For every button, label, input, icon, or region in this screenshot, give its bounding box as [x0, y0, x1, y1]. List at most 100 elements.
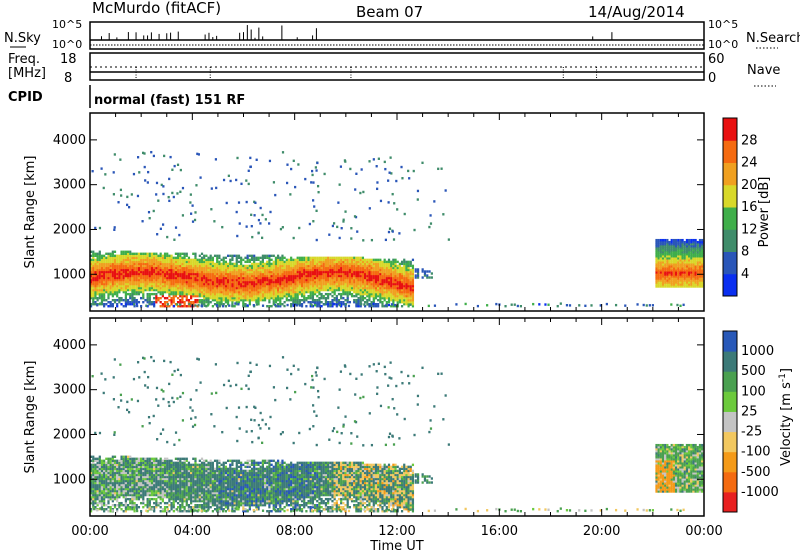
power-cell [226, 294, 230, 298]
power-cell [174, 258, 178, 262]
velocity-cell [92, 465, 95, 469]
power-cell [311, 173, 314, 177]
velocity-cell [133, 457, 136, 461]
power-cell [122, 262, 125, 266]
power-cell [96, 266, 99, 270]
power-cell [194, 258, 197, 262]
power-cell [337, 260, 341, 264]
power-cell [211, 268, 214, 272]
power-cell [672, 259, 675, 262]
velocity-cell [103, 483, 106, 487]
power-cell [218, 290, 221, 294]
power-cell [130, 193, 133, 196]
power-cell [379, 300, 382, 304]
power-cell [346, 266, 349, 270]
power-cell [268, 258, 271, 262]
power-cell [166, 264, 169, 268]
power-cell [405, 282, 408, 286]
power-cell [400, 286, 404, 290]
power-cell [198, 286, 201, 290]
power-cell [146, 298, 149, 302]
velocity-cell [94, 471, 97, 475]
power-cell [285, 292, 288, 296]
velocity-cell [137, 485, 141, 489]
power-colorbar-frame [722, 117, 738, 297]
power-cell [133, 262, 136, 266]
power-cell [692, 249, 695, 252]
power-cell [176, 300, 180, 304]
nave-label: Nave [747, 63, 780, 78]
power-cell [379, 199, 383, 203]
power-cell [379, 274, 382, 278]
power-cell [298, 278, 301, 282]
power-cell [133, 305, 136, 308]
power-cell [387, 303, 390, 307]
power-cell [216, 254, 219, 258]
power-cell [216, 294, 219, 298]
power-cell [161, 223, 165, 226]
power-cell [205, 266, 208, 270]
power-cell [220, 294, 223, 298]
power-cell [144, 280, 147, 284]
power-cell [314, 304, 317, 307]
power-cell [126, 262, 130, 266]
power-cell [370, 294, 373, 298]
power-cell [199, 176, 202, 179]
power-cell [329, 282, 332, 286]
power-cell [237, 298, 241, 302]
power-cell [396, 290, 399, 294]
power-cell [183, 288, 186, 292]
power-cell [111, 294, 114, 298]
power-colorbar-tick: 4 [741, 267, 749, 282]
power-cell [131, 252, 134, 256]
power-cell [216, 260, 219, 264]
velocity-cell [96, 493, 99, 497]
power-cell [143, 152, 146, 155]
power-cell [124, 288, 127, 292]
power-cell [659, 251, 662, 254]
power-cell [426, 274, 429, 277]
power-cell [163, 272, 167, 276]
power-cell [268, 288, 271, 292]
power-cell [679, 271, 682, 274]
power-cell [359, 278, 362, 282]
power-cell [668, 247, 671, 250]
power-cell [289, 193, 292, 196]
power-cell [281, 256, 284, 260]
power-cell [92, 286, 95, 290]
power-cell [218, 282, 221, 286]
power-cell [672, 238, 675, 242]
power-cell [211, 305, 214, 308]
velocity-cell [109, 461, 112, 465]
power-cell [107, 266, 110, 270]
power-cell [198, 290, 201, 294]
power-cell [300, 280, 304, 284]
power-cell [340, 288, 343, 292]
velocity-cell [120, 461, 123, 465]
velocity-cell [107, 487, 110, 491]
velocity-cell [94, 469, 97, 473]
power-cell [259, 270, 262, 274]
power-cell [107, 286, 110, 290]
power-cell [387, 272, 391, 276]
power-cell [313, 290, 317, 294]
power-cell [168, 258, 171, 262]
velocity-cell [100, 497, 104, 501]
power-cell [661, 261, 665, 264]
power-cell [685, 244, 689, 248]
power-cell [167, 195, 170, 199]
power-cell [118, 298, 121, 302]
power-cell [90, 250, 93, 253]
velocity-cell [103, 495, 106, 499]
velocity-cell [135, 491, 138, 495]
power-cell [185, 266, 188, 270]
power-cell [187, 266, 191, 270]
power-cell [690, 255, 693, 258]
power-cell [144, 288, 147, 292]
power-cell [98, 270, 101, 274]
power-cell [94, 290, 97, 294]
power-cell [135, 254, 138, 258]
power-cell [391, 192, 394, 196]
power-cell [375, 165, 378, 168]
velocity-cell [94, 493, 97, 497]
